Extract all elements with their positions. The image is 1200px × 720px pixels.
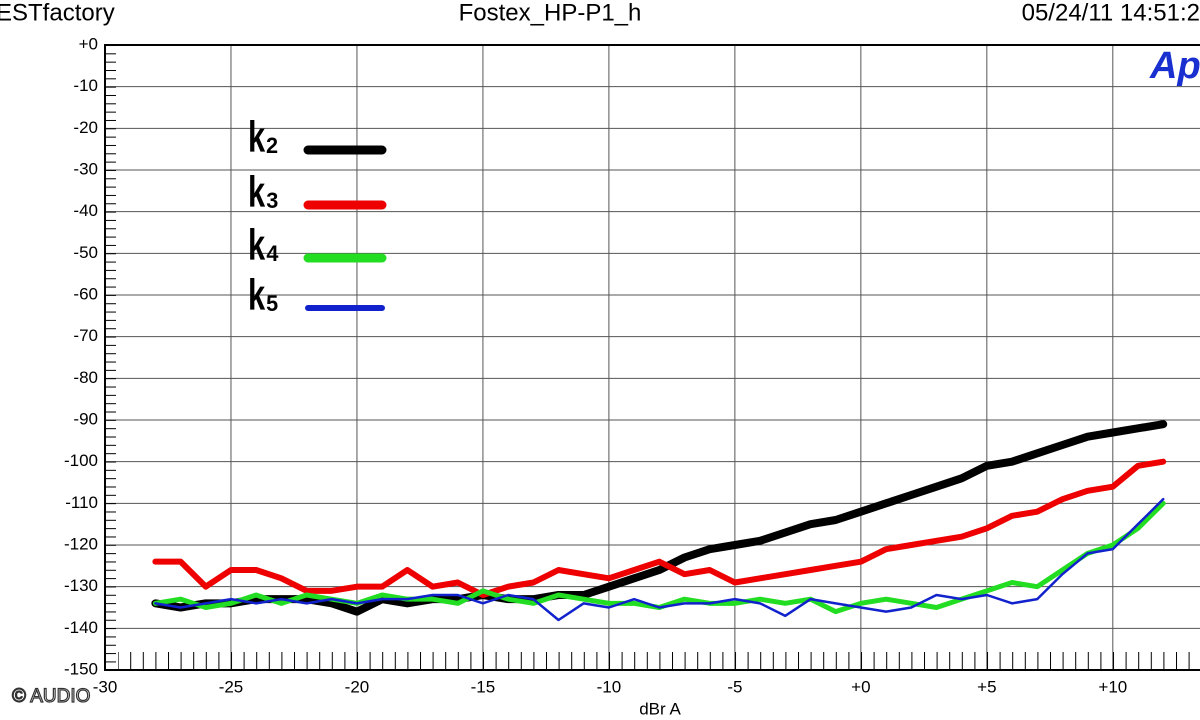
x-tick-label: -15 bbox=[471, 677, 496, 696]
y-tick-label: -100 bbox=[64, 451, 98, 470]
minor-ticks bbox=[118, 652, 1200, 669]
x-tick-label: +10 bbox=[1098, 677, 1127, 696]
x-tick-label: -5 bbox=[727, 677, 742, 696]
x-tick-label: -30 bbox=[93, 677, 118, 696]
y-tick-label: +0 bbox=[79, 34, 98, 53]
logo: Ap bbox=[1149, 45, 1200, 87]
y-tick-label: -60 bbox=[73, 284, 98, 303]
x-tick-label: -25 bbox=[219, 677, 244, 696]
series-line bbox=[152, 500, 1166, 615]
header-center: Fostex_HP-P1_h bbox=[459, 0, 642, 26]
legend-label: k₅ bbox=[248, 271, 279, 320]
x-tick-label: +0 bbox=[851, 677, 870, 696]
y-tick-label: -20 bbox=[73, 118, 98, 137]
y-tick-label: -150 bbox=[64, 659, 98, 678]
header-right: 05/24/11 14:51:2 bbox=[1022, 0, 1200, 26]
y-tick-label: -110 bbox=[65, 493, 98, 512]
y-tick-label: -40 bbox=[73, 201, 98, 220]
x-tick-label: -20 bbox=[345, 677, 370, 696]
y-tick-label: -90 bbox=[73, 409, 98, 428]
plot bbox=[104, 44, 1200, 671]
plot-border bbox=[104, 44, 1200, 671]
y-tick-label: -10 bbox=[73, 76, 98, 95]
y-tick-label: -80 bbox=[73, 368, 98, 387]
y-tick-label: -120 bbox=[64, 534, 98, 553]
y-tick-label: -70 bbox=[73, 326, 98, 345]
series-line bbox=[151, 420, 1168, 616]
series-line bbox=[152, 458, 1167, 598]
y-tick-label: -30 bbox=[73, 159, 98, 178]
y-tick-label: -140 bbox=[64, 618, 98, 637]
copyright: © AUDIO bbox=[12, 686, 90, 707]
x-axis-label: dBr A bbox=[639, 699, 681, 718]
y-tick-label: -130 bbox=[64, 576, 98, 595]
series-line bbox=[154, 497, 1165, 622]
header-left: ESTfactory bbox=[0, 0, 115, 26]
y-tick-label: -50 bbox=[73, 243, 98, 262]
legend-label: k₃ bbox=[248, 168, 279, 217]
minor-ticks bbox=[106, 46, 116, 669]
legend-label: k₄ bbox=[248, 221, 280, 270]
legend-label: k₂ bbox=[248, 113, 279, 162]
x-tick-label: +5 bbox=[977, 677, 996, 696]
x-tick-label: -10 bbox=[597, 677, 622, 696]
